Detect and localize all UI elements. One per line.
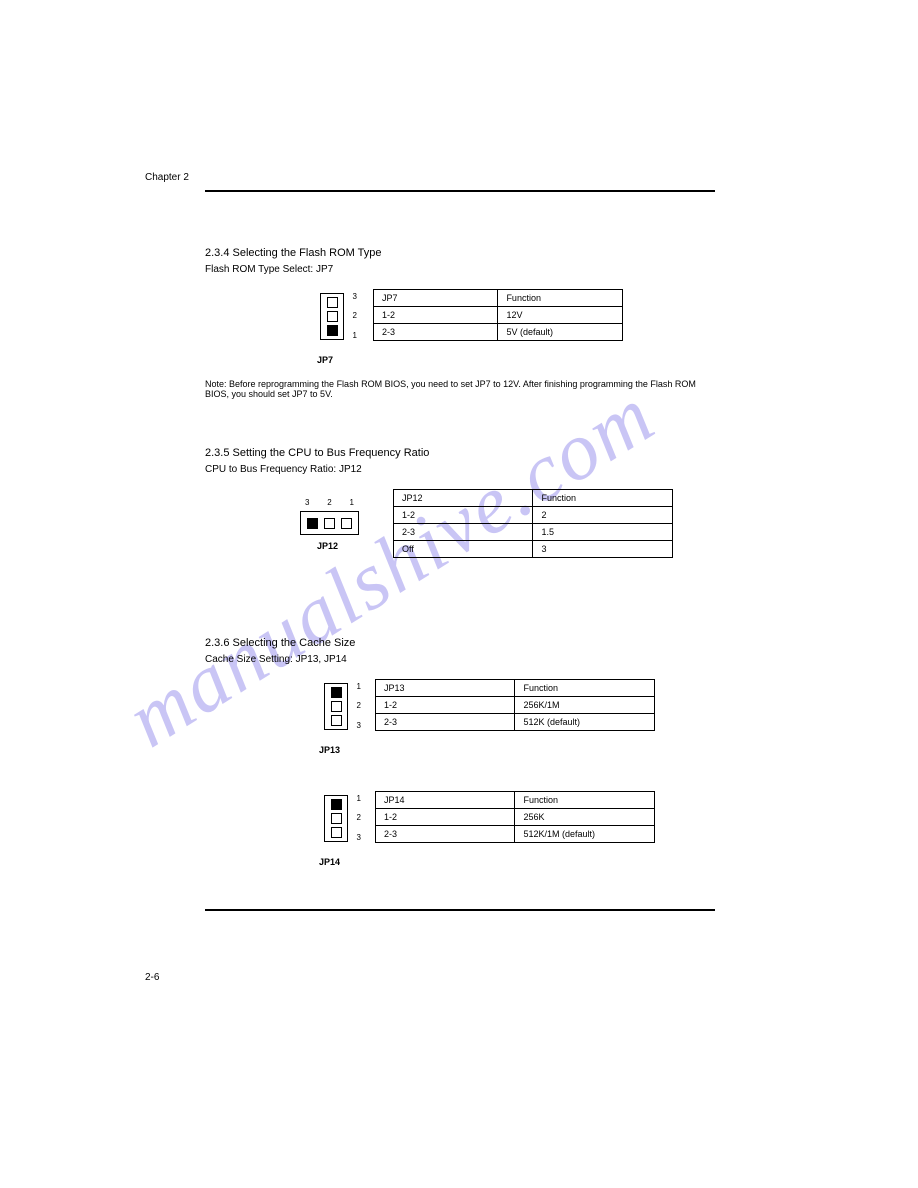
jp14-pin-1: 1 bbox=[357, 794, 361, 803]
jumper-pin bbox=[307, 518, 318, 529]
table-header-row: JP13 Function bbox=[376, 680, 655, 697]
table-cell: 512K (default) bbox=[515, 714, 655, 731]
jp13-table: JP13 Function 1-2 256K/1M 2-3 512K (defa… bbox=[375, 679, 655, 731]
jumper-pin bbox=[331, 701, 342, 712]
table-header: Function bbox=[533, 490, 673, 507]
rule-bottom bbox=[205, 909, 715, 911]
table-row: 2-3 5V (default) bbox=[374, 324, 623, 341]
page-number: 2-6 bbox=[145, 972, 159, 983]
table-cell: 1-2 bbox=[394, 507, 533, 524]
table-cell: 1-2 bbox=[376, 809, 515, 826]
jp13-title: 2.3.6 Selecting the Cache Size bbox=[205, 637, 715, 649]
jp12-pin-3: 3 bbox=[305, 498, 309, 507]
table-header: Function bbox=[498, 290, 623, 307]
jp12-jumper: 3 2 1 bbox=[300, 511, 359, 535]
table-row: 1-2 256K bbox=[376, 809, 655, 826]
rule-top bbox=[205, 190, 715, 192]
jumper-pin bbox=[331, 827, 342, 838]
chapter-label: Chapter 2 bbox=[145, 172, 189, 183]
table-cell: 2-3 bbox=[394, 524, 533, 541]
jp7-note: Note: Before reprogramming the Flash ROM… bbox=[205, 379, 715, 399]
table-cell: 512K/1M (default) bbox=[515, 826, 655, 843]
table-row: 1-2 2 bbox=[394, 507, 673, 524]
table-cell: 256K/1M bbox=[515, 697, 655, 714]
table-cell: 2-3 bbox=[376, 714, 515, 731]
table-cell: 2-3 bbox=[374, 324, 498, 341]
jumper-pin bbox=[331, 799, 342, 810]
jumper-pin bbox=[331, 715, 342, 726]
jp14-jumper: 1 2 3 bbox=[324, 795, 348, 842]
jp13-label: JP13 bbox=[319, 745, 340, 755]
jumper-pin bbox=[331, 813, 342, 824]
table-header: JP13 bbox=[376, 680, 515, 697]
table-cell: 1-2 bbox=[376, 697, 515, 714]
jp7-title: 2.3.4 Selecting the Flash ROM Type bbox=[205, 247, 715, 259]
table-cell: 2-3 bbox=[376, 826, 515, 843]
jp13-pin-1: 1 bbox=[357, 682, 361, 691]
table-header: Function bbox=[515, 680, 655, 697]
table-cell: 256K bbox=[515, 809, 655, 826]
table-header-row: JP7 Function bbox=[374, 290, 623, 307]
jp12-subtitle: CPU to Bus Frequency Ratio: JP12 bbox=[205, 464, 715, 475]
jp7-label: JP7 bbox=[317, 355, 333, 365]
jp13-block: 1 2 3 JP13 JP13 Function 1-2 256K/1M 2-3 bbox=[205, 679, 715, 757]
jp7-subtitle: Flash ROM Type Select: JP7 bbox=[205, 264, 715, 275]
table-header-row: JP12 Function bbox=[394, 490, 673, 507]
table-cell: 5V (default) bbox=[498, 324, 623, 341]
jumper-pin bbox=[341, 518, 352, 529]
table-row: 2-3 512K (default) bbox=[376, 714, 655, 731]
jp13-pin-2: 2 bbox=[357, 701, 361, 710]
table-header: JP7 bbox=[374, 290, 498, 307]
jumper-pin bbox=[327, 297, 338, 308]
table-row: 1-2 256K/1M bbox=[376, 697, 655, 714]
jp14-label: JP14 bbox=[319, 857, 340, 867]
page: manualshive.com Chapter 2 2-6 2.3.4 Sele… bbox=[0, 0, 918, 1188]
jp12-title: 2.3.5 Setting the CPU to Bus Frequency R… bbox=[205, 447, 715, 459]
table-cell: 2 bbox=[533, 507, 673, 524]
table-row: 2-3 1.5 bbox=[394, 524, 673, 541]
jp12-label: JP12 bbox=[317, 541, 338, 551]
jp14-pin-2: 2 bbox=[357, 813, 361, 822]
content-area: Chapter 2 2-6 2.3.4 Selecting the Flash … bbox=[205, 190, 715, 911]
jp13-subtitle: Cache Size Setting: JP13, JP14 bbox=[205, 654, 715, 665]
table-row: 1-2 12V bbox=[374, 307, 623, 324]
table-header-row: JP14 Function bbox=[376, 792, 655, 809]
jumper-pin bbox=[327, 311, 338, 322]
table-cell: 1-2 bbox=[374, 307, 498, 324]
jp12-block: 3 2 1 JP12 JP12 Function 1-2 2 2-3 bbox=[205, 489, 715, 585]
table-cell: 3 bbox=[533, 541, 673, 558]
jp7-table: JP7 Function 1-2 12V 2-3 5V (default) bbox=[373, 289, 623, 341]
table-header: JP12 bbox=[394, 490, 533, 507]
jumper-pin bbox=[327, 325, 338, 336]
table-cell: Off bbox=[394, 541, 533, 558]
table-cell: 1.5 bbox=[533, 524, 673, 541]
jp13-pin-3: 3 bbox=[357, 721, 361, 730]
jumper-pin bbox=[331, 687, 342, 698]
jp12-table: JP12 Function 1-2 2 2-3 1.5 Off 3 bbox=[393, 489, 673, 558]
table-cell: 12V bbox=[498, 307, 623, 324]
table-row: Off 3 bbox=[394, 541, 673, 558]
jumper-pin bbox=[324, 518, 335, 529]
jp7-pin-2: 2 bbox=[353, 311, 357, 320]
jp7-block: 3 2 1 JP7 JP7 Function 1-2 12V 2-3 bbox=[205, 289, 715, 369]
jp7-pin-1: 1 bbox=[353, 331, 357, 340]
jp13-jumper: 1 2 3 bbox=[324, 683, 348, 730]
jp7-jumper: 3 2 1 bbox=[320, 293, 344, 340]
table-header: Function bbox=[515, 792, 655, 809]
jp14-block: 1 2 3 JP14 JP14 Function 1-2 256K 2-3 bbox=[205, 791, 715, 869]
table-row: 2-3 512K/1M (default) bbox=[376, 826, 655, 843]
table-header: JP14 bbox=[376, 792, 515, 809]
jp14-table: JP14 Function 1-2 256K 2-3 512K/1M (defa… bbox=[375, 791, 655, 843]
jp12-pin-2: 2 bbox=[327, 498, 331, 507]
jp12-pin-1: 1 bbox=[350, 498, 354, 507]
jp7-pin-3: 3 bbox=[353, 292, 357, 301]
jp14-pin-3: 3 bbox=[357, 833, 361, 842]
